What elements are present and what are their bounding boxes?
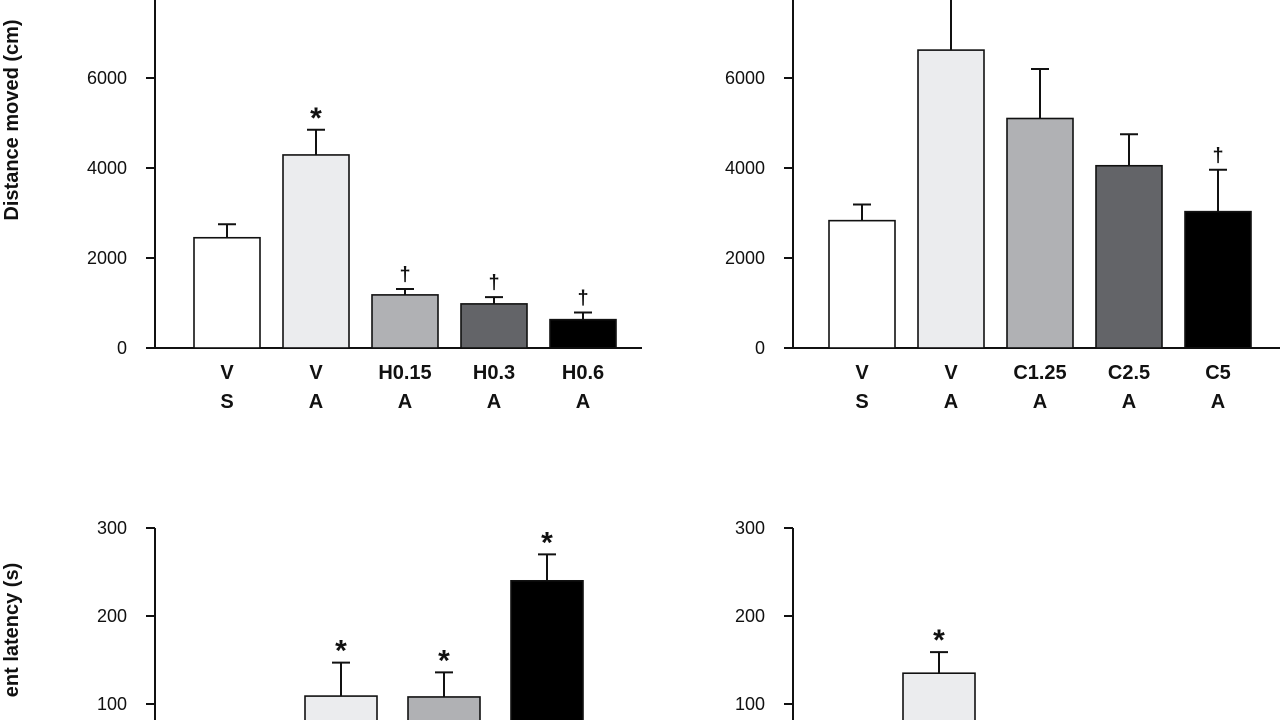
y-tick-label: 6000 xyxy=(725,68,765,88)
bar xyxy=(193,236,261,349)
x-tick-label: S xyxy=(220,391,233,413)
significance-marker: † xyxy=(1212,145,1223,167)
x-tick-label: H0.6 xyxy=(562,362,604,384)
bar xyxy=(407,696,481,720)
y-axis-label: Distance moved (cm) xyxy=(1,19,23,220)
significance-marker: * xyxy=(335,635,347,668)
significance-marker: * xyxy=(933,624,945,657)
x-tick-label: A xyxy=(487,391,501,413)
y-tick-label: 6000 xyxy=(87,68,127,88)
bar xyxy=(304,695,378,720)
x-tick-label: H0.3 xyxy=(473,362,515,384)
significance-marker: † xyxy=(399,264,410,286)
y-tick-label: 100 xyxy=(735,694,765,714)
x-tick-label: C1.25 xyxy=(1013,362,1066,384)
x-tick-label: A xyxy=(944,391,958,413)
bar xyxy=(282,154,350,349)
y-tick-label: 2000 xyxy=(725,248,765,268)
x-tick-label: A xyxy=(1033,391,1047,413)
y-tick-label: 200 xyxy=(97,606,127,626)
x-tick-label: A xyxy=(576,391,590,413)
y-tick-label: 0 xyxy=(755,338,765,358)
x-tick-label: C5 xyxy=(1205,362,1231,384)
bar xyxy=(1006,117,1074,349)
significance-marker: * xyxy=(310,102,322,135)
significance-marker: † xyxy=(577,287,588,309)
bar xyxy=(828,219,896,349)
x-tick-label: V xyxy=(220,362,234,384)
x-tick-label: A xyxy=(1122,391,1136,413)
x-tick-label: V xyxy=(309,362,323,384)
x-tick-label: A xyxy=(1211,391,1225,413)
y-tick-label: 200 xyxy=(735,606,765,626)
significance-marker: † xyxy=(488,272,499,294)
x-tick-label: A xyxy=(398,391,412,413)
x-tick-label: C2.5 xyxy=(1108,362,1150,384)
x-tick-label: S xyxy=(855,391,868,413)
panel-bottom-left: 100 200 300 ent latency (s) * * * xyxy=(1,518,584,720)
bar xyxy=(1095,164,1163,349)
y-tick-label: 300 xyxy=(735,518,765,538)
y-tick-label: 300 xyxy=(97,518,127,538)
y-tick-label: 2000 xyxy=(87,248,127,268)
y-axis-label: ent latency (s) xyxy=(1,563,23,697)
x-tick-label: H0.15 xyxy=(378,362,431,384)
significance-marker: * xyxy=(438,644,450,677)
bar xyxy=(510,579,584,720)
x-tick-label: V xyxy=(855,362,869,384)
panel-bottom-right: 100 200 300 * xyxy=(735,518,976,720)
bar xyxy=(917,49,985,349)
significance-marker: * xyxy=(541,526,553,559)
bar xyxy=(902,672,976,720)
bar xyxy=(549,318,617,349)
y-tick-label: 4000 xyxy=(87,158,127,178)
y-tick-label: 4000 xyxy=(725,158,765,178)
x-tick-label: V xyxy=(944,362,958,384)
bar xyxy=(371,294,439,349)
bar xyxy=(1184,210,1252,349)
y-tick-label: 0 xyxy=(117,338,127,358)
x-tick-label: A xyxy=(309,391,323,413)
y-tick-label: 100 xyxy=(97,694,127,714)
bar xyxy=(460,303,528,349)
